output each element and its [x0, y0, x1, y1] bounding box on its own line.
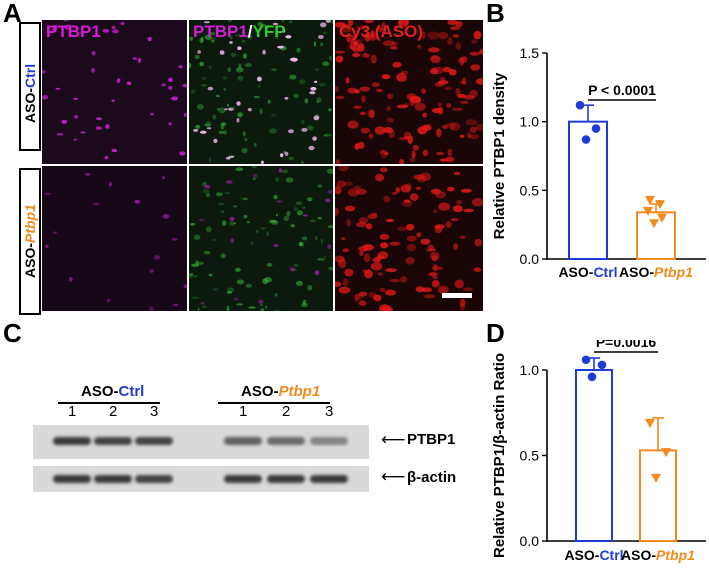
data-point: [597, 360, 607, 370]
channel-label-1: PTBP1: [46, 22, 101, 41]
row-label-ctrl: ASO-Ctrl: [19, 22, 41, 151]
lane-number: 3: [150, 403, 159, 420]
blot-strip-1: [33, 425, 369, 459]
y-tick-label: 1.0: [520, 114, 540, 130]
blot-band: [94, 475, 132, 483]
lane-number: 1: [239, 403, 248, 420]
data-point: [645, 195, 655, 205]
category-label-2: ASO-Ptbp1: [619, 264, 693, 280]
chart-d: 0.0 0.5 1.0 Relative PTBP1/β-actin Ratio ASO…: [491, 340, 706, 563]
data-point: [661, 448, 671, 458]
row-label-ptbp1-text: ASO-Ptbp1: [22, 204, 38, 278]
y-tick-label: 0.5: [520, 448, 540, 464]
y-tick-label: 0.0: [520, 251, 540, 267]
group-label-2: ASO-Ptbp1: [241, 383, 321, 400]
micrograph-r2-c2: [189, 166, 333, 311]
lane-number: 1: [68, 403, 77, 420]
y-axis-label: Relative PTBP1/β-actin Ratio: [491, 353, 508, 558]
data-point: [581, 355, 591, 365]
blot-band: [224, 475, 262, 483]
blot-band: [53, 437, 91, 445]
y-tick-label: 0.0: [520, 533, 540, 549]
y-tick-label: 0.5: [520, 182, 540, 198]
blot-band: [94, 437, 132, 445]
bar-1: [575, 369, 613, 542]
band-label-1: PTBP1: [407, 431, 456, 448]
band-arrow-icon: ⟵: [381, 467, 406, 486]
blot-band: [267, 437, 305, 445]
scale-bar: [442, 293, 472, 298]
data-point: [587, 372, 597, 382]
group-label-1: ASO-Ctrl: [81, 383, 145, 400]
data-point: [651, 473, 661, 483]
blot-strip-2: [33, 466, 369, 492]
group-underline-1: [58, 402, 160, 404]
lane-number: 2: [282, 403, 291, 420]
micrograph-r1-c3: Cy3 (ASO): [335, 20, 483, 164]
p-value-annotation: P < 0.0001: [588, 82, 656, 98]
blot-band: [310, 437, 348, 445]
data-point: [575, 100, 585, 110]
chart-b: 0.0 0.5 1.0 1.5 Relative PTBP1 density ASO-Ct…: [491, 45, 706, 280]
data-point: [643, 206, 653, 216]
data-point: [591, 124, 601, 133]
blot-band: [310, 475, 348, 483]
panel-letter-b: B: [486, 0, 505, 28]
panel-letter-d: D: [486, 318, 505, 348]
blot-band: [53, 475, 91, 483]
panel-letter-c: C: [3, 318, 22, 348]
band-arrow-icon: ⟵: [381, 430, 406, 449]
lane-number: 3: [325, 403, 334, 420]
data-point: [655, 200, 665, 210]
lane-number: 2: [109, 403, 118, 420]
row-label-ctrl-text: ASO-Ctrl: [22, 63, 38, 123]
blot-band: [267, 475, 305, 483]
group-underline-2: [218, 402, 330, 404]
p-value-annotation: P=0.0016: [596, 340, 657, 350]
bar-2: [639, 449, 677, 542]
category-label-2: ASO-Ptbp1: [621, 547, 695, 563]
y-tick-label: 1.5: [520, 45, 540, 61]
data-point: [657, 213, 667, 223]
micrograph-r1-c2: PTBP1/YFP: [189, 20, 333, 164]
y-axis-label: Relative PTBP1 density: [491, 72, 508, 239]
data-point: [645, 419, 655, 429]
micrograph-r1-c1: PTBP1: [42, 20, 187, 164]
micrograph-r2-c3: [335, 166, 483, 311]
data-point: [581, 135, 591, 144]
row-label-ptbp1: ASO-Ptbp1: [19, 168, 41, 315]
category-label-1: ASO-Ctrl: [564, 547, 623, 563]
panel-letter-a: A: [3, 0, 22, 28]
blot-band: [135, 475, 173, 483]
blot-band: [135, 437, 173, 445]
y-tick-label: 1.0: [520, 362, 540, 378]
category-label-1: ASO-Ctrl: [558, 264, 617, 280]
blot-band: [224, 437, 262, 445]
band-label-2: β-actin: [407, 469, 457, 486]
micrograph-r2-c1: [42, 166, 187, 311]
channel-label-2: PTBP1/YFP: [193, 22, 286, 41]
data-point: [649, 219, 659, 229]
channel-label-3: Cy3 (ASO): [339, 22, 424, 41]
